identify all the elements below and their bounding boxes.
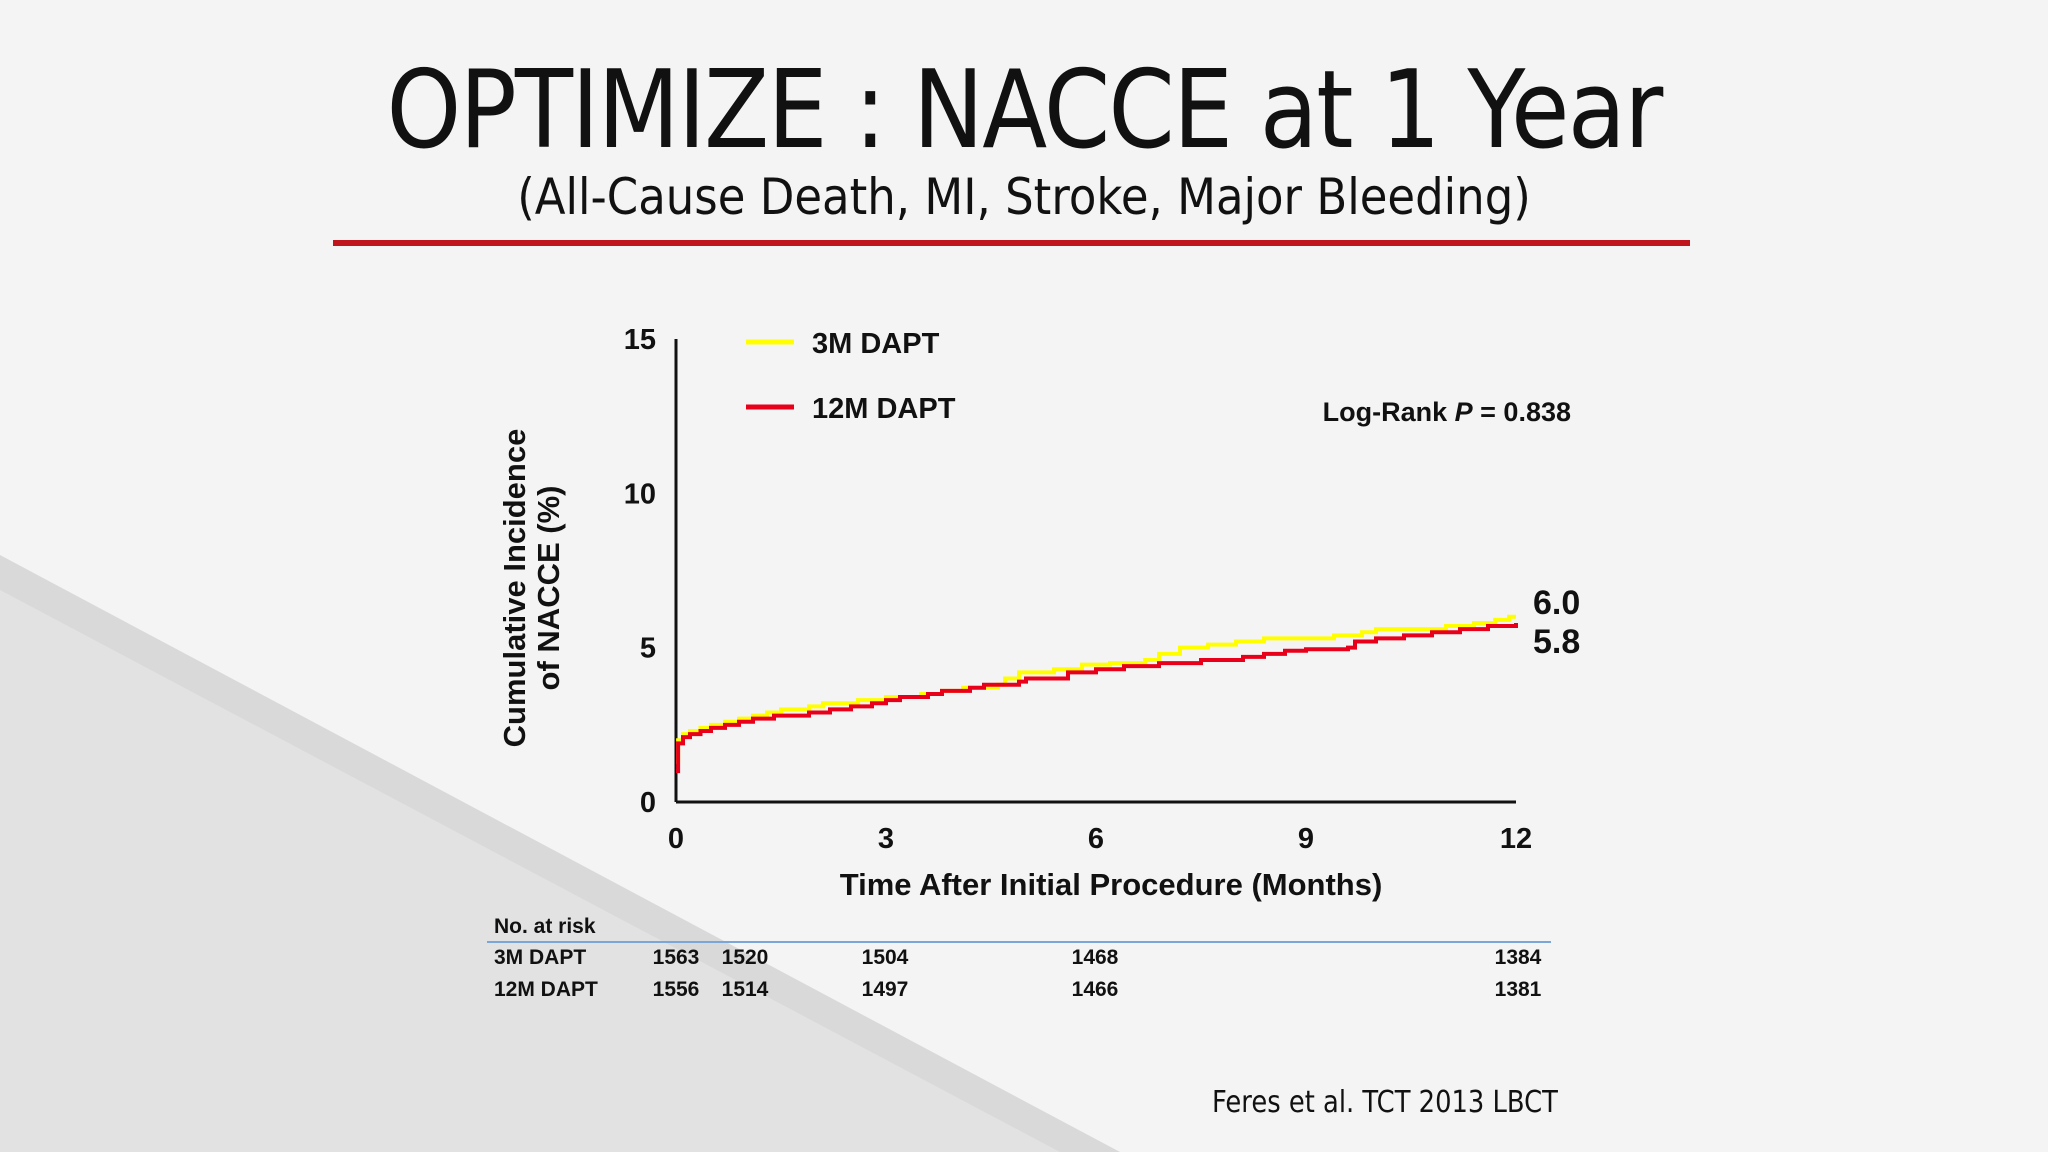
x-tick-label: 0 bbox=[668, 823, 684, 855]
risk-table-divider bbox=[487, 941, 1551, 943]
annotation-p: P bbox=[1455, 397, 1474, 427]
y-axis-title-line: of NACCE (%) bbox=[531, 486, 566, 691]
x-tick-label: 3 bbox=[878, 823, 894, 855]
risk-count: 1384 bbox=[1494, 946, 1542, 969]
slide-title: OPTIMIZE : NACCE at 1 Year bbox=[386, 48, 1663, 173]
y-tick-label: 0 bbox=[640, 787, 656, 819]
legend-label: 12M DAPT bbox=[812, 393, 956, 425]
end-value-label: 5.8 bbox=[1533, 623, 1580, 661]
y-axis-title: Cumulative Incidenceof NACCE (%) bbox=[497, 429, 566, 748]
chart-axes bbox=[674, 339, 1516, 804]
legend-label: 3M DAPT bbox=[812, 328, 940, 360]
y-tick-label: 5 bbox=[640, 633, 656, 665]
chart-labels: Time After Initial Procedure (Months) Cum… bbox=[497, 397, 1580, 902]
x-tick-label: 9 bbox=[1298, 823, 1314, 855]
log-rank-annotation: Log-Rank P = 0.838 bbox=[1323, 397, 1571, 427]
x-axis-title: Time After Initial Procedure (Months) bbox=[840, 867, 1383, 902]
chart-ticks: 0 5 10 15 0 3 6 9 12 bbox=[624, 324, 1532, 855]
risk-count: 1497 bbox=[861, 978, 909, 1001]
chart-legend: 3M DAPT 12M DAPT bbox=[746, 328, 956, 425]
risk-count: 1556 bbox=[652, 978, 700, 1001]
citation: Feres et al. TCT 2013 LBCT bbox=[1212, 1085, 1558, 1120]
x-tick-label: 12 bbox=[1500, 823, 1532, 855]
annotation-prefix: Log-Rank bbox=[1323, 397, 1455, 427]
chart-series bbox=[676, 614, 1518, 774]
series-line-12m-dapt bbox=[676, 622, 1518, 774]
risk-row-label: 3M DAPT bbox=[494, 946, 587, 969]
risk-count: 1381 bbox=[1494, 978, 1542, 1001]
x-tick-label: 6 bbox=[1088, 823, 1104, 855]
annotation-suffix: = 0.838 bbox=[1473, 397, 1571, 427]
risk-count: 1504 bbox=[861, 946, 909, 969]
risk-count: 1466 bbox=[1071, 978, 1119, 1001]
risk-count: 1468 bbox=[1071, 946, 1119, 969]
slide-subtitle: (All-Cause Death, MI, Stroke, Major Blee… bbox=[517, 168, 1531, 226]
risk-row-label: 12M DAPT bbox=[494, 978, 598, 1001]
end-value-label: 6.0 bbox=[1533, 584, 1580, 622]
risk-table-header: No. at risk bbox=[494, 915, 596, 938]
risk-count: 1514 bbox=[721, 978, 769, 1001]
title-divider bbox=[333, 240, 1690, 246]
y-tick-label: 15 bbox=[624, 324, 656, 356]
risk-count: 1563 bbox=[652, 946, 700, 969]
risk-count: 1520 bbox=[721, 946, 769, 969]
y-tick-label: 10 bbox=[624, 478, 656, 510]
y-axis-title-line: Cumulative Incidence bbox=[497, 429, 532, 748]
